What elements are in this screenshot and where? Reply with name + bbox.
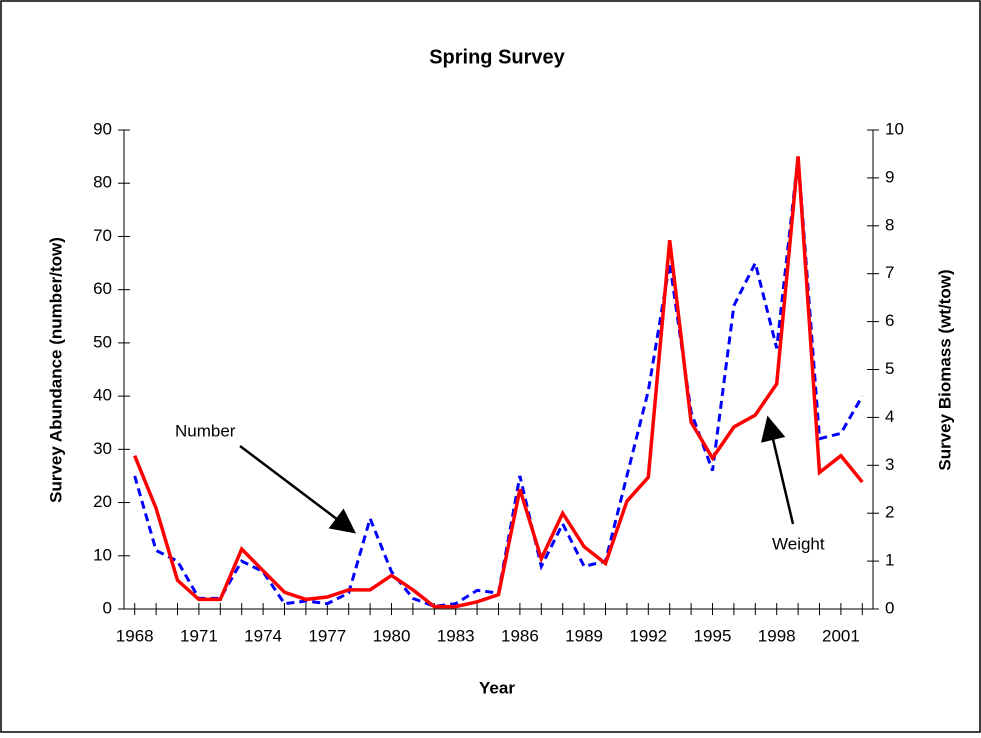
series-line [133, 156, 864, 609]
y2-tick-label: 7 [885, 263, 894, 282]
y-axis-title: Survey Abundance (number/tow) [46, 237, 65, 503]
y-tick-label: 80 [93, 173, 112, 192]
x-tick-label: 1998 [758, 626, 796, 645]
y2-tick-label: 0 [885, 598, 894, 617]
x-tick-label: 1968 [116, 626, 154, 645]
y2-tick-label: 3 [885, 455, 894, 474]
x-tick-label: 1974 [244, 626, 282, 645]
annotation: Weight [772, 534, 825, 553]
annotation-arrow [760, 415, 795, 525]
x-tick-label: 1980 [373, 626, 411, 645]
x-axis-title: Year [479, 678, 515, 697]
y2-tick-label: 5 [885, 359, 894, 378]
y-tick-label: 10 [93, 545, 112, 564]
y-tick-label: 30 [93, 439, 112, 458]
y2-tick-label: 2 [885, 503, 894, 522]
y2-tick-label: 6 [885, 311, 894, 330]
chart-title: Spring Survey [429, 46, 565, 68]
annotation: Number [175, 421, 236, 440]
y-tick-label: 60 [93, 279, 112, 298]
x-tick-label: 1989 [565, 626, 603, 645]
y2-tick-label: 4 [885, 407, 894, 426]
y2-axis-title: Survey Biomass (wt/tow) [935, 269, 954, 470]
y2-tick-label: 1 [885, 551, 894, 570]
x-tick-label: 2001 [822, 626, 860, 645]
x-tick-label: 1986 [501, 626, 539, 645]
series-line [133, 156, 864, 608]
y-tick-label: 70 [93, 226, 112, 245]
y2-tick-label: 8 [885, 215, 894, 234]
x-tick-label: 1977 [308, 626, 346, 645]
y-tick-label: 50 [93, 332, 112, 351]
x-tick-label: 1971 [180, 626, 218, 645]
y2-tick-label: 10 [885, 119, 904, 138]
y-tick-label: 0 [103, 598, 112, 617]
y-tick-label: 20 [93, 492, 112, 511]
x-tick-label: 1992 [629, 626, 667, 645]
x-tick-label: 1983 [437, 626, 475, 645]
y-tick-label: 90 [93, 119, 112, 138]
annotation-arrow [239, 445, 356, 534]
x-tick-label: 1995 [694, 626, 732, 645]
y-tick-label: 40 [93, 386, 112, 405]
y2-tick-label: 9 [885, 167, 894, 186]
